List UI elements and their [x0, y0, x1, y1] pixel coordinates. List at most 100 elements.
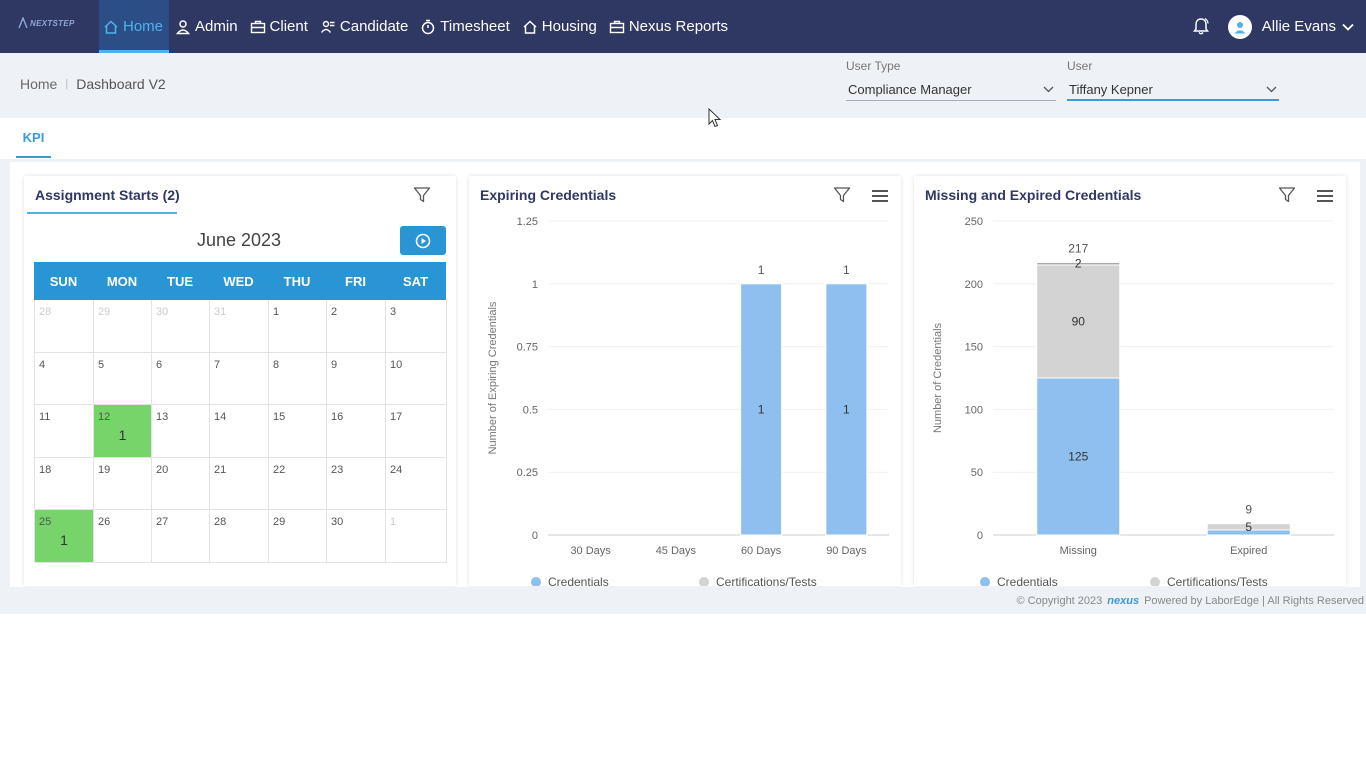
nav-item-label: Timesheet	[440, 18, 510, 35]
y-tick-label: 250	[965, 216, 983, 228]
day-number: 17	[390, 411, 403, 423]
calendar-day[interactable]: 16	[327, 405, 386, 458]
nav-item-nexus-reports[interactable]: Nexus Reports	[605, 0, 734, 53]
hamburger-menu-icon[interactable]	[871, 188, 889, 204]
calendar-day[interactable]: 6	[152, 352, 210, 405]
bar-segment[interactable]	[1036, 377, 1121, 536]
weekday-header: SAT	[402, 273, 429, 289]
calendar-day[interactable]: 29	[269, 510, 327, 563]
nav-item-label: Housing	[541, 18, 597, 35]
calendar-day[interactable]: 5	[94, 352, 152, 405]
nav-item-housing[interactable]: Housing	[518, 0, 603, 53]
assignment-count[interactable]: 1	[60, 532, 68, 548]
calendar-day[interactable]: 15	[269, 405, 327, 458]
calendar-day[interactable]: 28	[35, 300, 94, 353]
calendar-day[interactable]: 28	[210, 510, 269, 563]
y-tick-label: 1	[532, 279, 538, 291]
bar-total-label: 1	[758, 263, 765, 277]
day-number: 13	[156, 411, 169, 423]
nav-item-candidate[interactable]: Candidate	[316, 0, 414, 53]
missing-expired-credentials-chart: Number of Credentials 0 50 100 150 200 250 Miss…	[932, 216, 1334, 586]
calendar-day[interactable]: 2	[327, 300, 386, 353]
tab-kpi[interactable]: KPI	[16, 118, 51, 158]
legend-label[interactable]: Credentials	[548, 575, 609, 586]
calendar-day[interactable]: 1	[269, 300, 327, 353]
calendar-day[interactable]: 26	[94, 510, 152, 563]
calendar-day[interactable]: 17	[386, 405, 447, 458]
nav-item-label: Home	[123, 18, 164, 35]
calendar-day[interactable]: 31	[210, 300, 269, 353]
calendar-day[interactable]: 27	[152, 510, 210, 563]
calendar-day[interactable]: 24	[386, 457, 447, 510]
weekday-header: WED	[223, 273, 254, 289]
filter-icon[interactable]	[1278, 186, 1296, 204]
bar-data-label: 125	[1068, 450, 1088, 464]
assignment-count[interactable]: 1	[118, 427, 127, 443]
filter-icon[interactable]	[413, 186, 431, 204]
user-icon	[175, 19, 191, 34]
calendar-day[interactable]: 20	[152, 457, 210, 510]
bar-segment[interactable]	[740, 283, 783, 536]
user-menu-chevron-down-icon[interactable]	[1342, 23, 1354, 31]
legend-label[interactable]: Certifications/Tests	[1167, 575, 1268, 586]
y-tick-label: 100	[965, 404, 983, 416]
calendar-day[interactable]: 4	[35, 352, 94, 405]
calendar-day[interactable]: 29	[94, 300, 152, 353]
day-number: 6	[156, 358, 163, 371]
y-tick-label: 0.75	[517, 342, 538, 354]
calendar-day[interactable]: 21	[210, 457, 269, 510]
day-number: 8	[273, 358, 280, 371]
bar-data-label: 1	[758, 402, 765, 416]
y-tick-label: 50	[971, 467, 983, 479]
nav-item-timesheet[interactable]: Timesheet	[416, 0, 515, 53]
calendar-day[interactable]: 23	[327, 457, 386, 510]
day-number: 18	[39, 463, 52, 476]
top-nav: NEXTSTEP Home Admin Client Candidate Timeshe…	[0, 0, 1366, 53]
calendar-day[interactable]: 13	[152, 405, 210, 458]
legend-swatch	[1150, 577, 1160, 586]
calendar-day[interactable]: 11	[35, 405, 94, 458]
calendar-day[interactable]: 8	[269, 352, 327, 405]
legend-label[interactable]: Credentials	[997, 575, 1058, 586]
breadcrumb-home[interactable]: Home	[20, 76, 58, 92]
calendar-day[interactable]: 25 1	[35, 510, 94, 563]
calendar-day[interactable]: 3	[386, 300, 447, 353]
bar-segment[interactable]	[825, 283, 868, 536]
nav-item-client[interactable]: Client	[246, 0, 314, 53]
weekday-header: FRI	[345, 273, 366, 289]
notification-bell-icon[interactable]	[1192, 17, 1210, 36]
nav-item-label: Admin	[195, 18, 238, 35]
calendar-day[interactable]: 18	[35, 457, 94, 510]
user-select[interactable]: Tiffany Kepner	[1067, 79, 1279, 101]
calendar-day[interactable]: 1	[386, 510, 447, 563]
hamburger-menu-icon[interactable]	[1316, 188, 1334, 204]
app: NEXTSTEP Home Admin Client Candidate Timeshe…	[0, 0, 1366, 614]
x-tick-label: 60 Days	[741, 545, 782, 557]
calendar-day[interactable]: 22	[269, 457, 327, 510]
user-name[interactable]: Allie Evans	[1261, 18, 1336, 35]
brand-logo[interactable]: NEXTSTEP	[18, 14, 76, 32]
calendar-day[interactable]: 12 1	[94, 405, 152, 458]
calendar-day[interactable]: 7	[210, 352, 269, 405]
bar-segment[interactable]	[1036, 261, 1121, 266]
user-type-select[interactable]: Compliance Manager	[846, 79, 1056, 101]
calendar-day[interactable]: 10	[386, 352, 447, 405]
bar-segment[interactable]	[1206, 523, 1291, 531]
calendar-day[interactable]: 9	[327, 352, 386, 405]
nav-item-home[interactable]: Home	[99, 0, 170, 53]
calendar-day[interactable]: 14	[210, 405, 269, 458]
nav-item-admin[interactable]: Admin	[171, 0, 244, 53]
calendar-day[interactable]: 19	[94, 457, 152, 510]
calendar-day[interactable]: 30	[152, 300, 210, 353]
day-number: 14	[214, 411, 227, 423]
user-avatar[interactable]	[1227, 14, 1252, 39]
day-number: 22	[273, 463, 286, 476]
calendar-day[interactable]: 30	[327, 510, 386, 563]
bar-segment[interactable]	[1036, 264, 1121, 379]
calendar-next-button[interactable]	[400, 226, 446, 255]
legend-swatch	[531, 577, 541, 586]
expiring-credentials-chart: Number of Expiring Credentials 0 0.25 0.5 0.…	[487, 216, 889, 586]
user-value: Tiffany Kepner	[1069, 81, 1153, 97]
legend-label[interactable]: Certifications/Tests	[716, 575, 817, 586]
filter-icon[interactable]	[833, 186, 851, 204]
